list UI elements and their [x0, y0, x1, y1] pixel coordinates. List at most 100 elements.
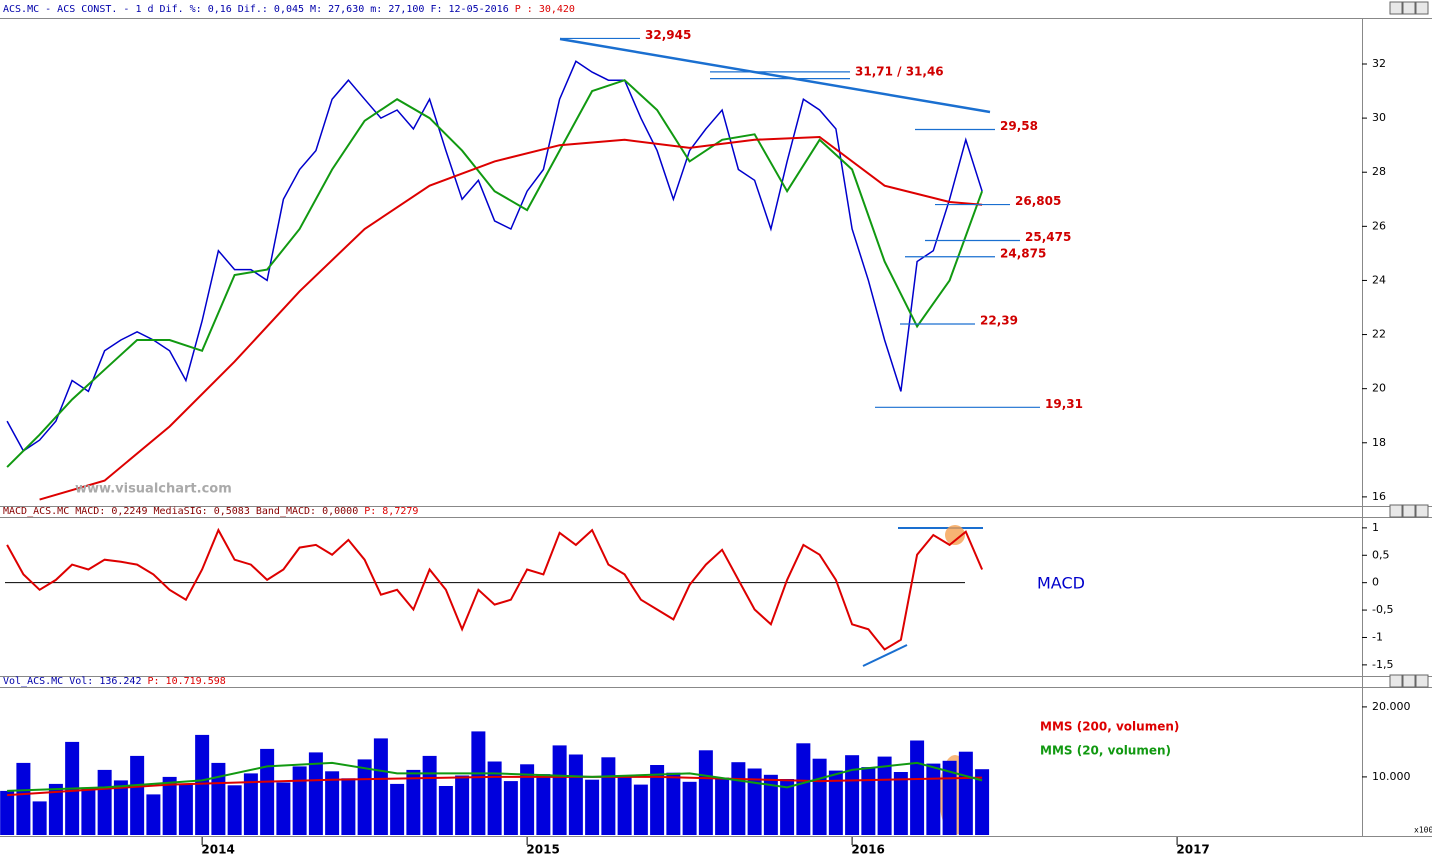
series-line [6, 527, 984, 651]
maximize-button[interactable] [1402, 504, 1416, 518]
y-tick-label: 10.000 [1372, 770, 1411, 783]
y-tick-label: 20 [1372, 382, 1386, 395]
volume-bar [763, 774, 778, 835]
y-tick-label: -1 [1372, 630, 1383, 643]
maximize-button[interactable] [1402, 1, 1416, 15]
volume-bar [617, 776, 632, 835]
level-label: 24,875 [1000, 246, 1046, 260]
maximize-button[interactable] [1402, 674, 1416, 688]
close-button[interactable] [1415, 674, 1429, 688]
volume-bar [341, 778, 356, 835]
volume-bar [780, 779, 795, 835]
series-label: MMS (20, volumen) [1040, 744, 1171, 758]
volume-bar [260, 748, 275, 835]
y-tick-label: 1 [1372, 521, 1379, 534]
volume-bar [682, 781, 697, 835]
volume-bar [698, 750, 713, 835]
series-line [6, 60, 983, 452]
trend-line [559, 37, 991, 114]
x-tick-label: 2017 [1176, 843, 1209, 857]
volume-bar [503, 781, 518, 835]
y-tick-label: 18 [1372, 436, 1386, 449]
panel-value: P : 30,420 [515, 4, 575, 15]
volume-bar [276, 782, 291, 835]
panel-title: MACD_ACS.MC MACD: 0,2249 MediaSIG: 0,508… [3, 506, 358, 517]
volume-bar [195, 734, 210, 835]
y-tick-label: 28 [1372, 165, 1386, 178]
volume-bar [747, 768, 762, 835]
y-tick-label: 0 [1372, 576, 1379, 589]
level-label: 22,39 [980, 313, 1018, 327]
volume-bar [325, 771, 340, 835]
level-label: 19,31 [1045, 397, 1083, 411]
panel-title: Vol_ACS.MC Vol: 136.242 [3, 676, 141, 687]
y-tick-label: 30 [1372, 111, 1386, 124]
volume-bar [48, 783, 63, 835]
plot-area: ACS.MC - ACS CONST. - 1 d Dif. %: 0,16 D… [0, 4, 1432, 857]
series-label: MMS (200, volumen) [1040, 720, 1179, 734]
volume-bar [487, 761, 502, 835]
divergence-line [862, 644, 908, 667]
volume-bar [552, 745, 567, 835]
volume-bar [812, 758, 827, 835]
series-line [7, 761, 983, 792]
volume-bar [975, 769, 990, 835]
level-label: 31,71 / 31,46 [855, 65, 944, 79]
minimize-button[interactable] [1389, 1, 1403, 15]
y-tick-label: 26 [1372, 219, 1386, 232]
series-line [39, 135, 983, 501]
volume-bar [16, 762, 31, 835]
window-buttons [1389, 1, 1429, 688]
volume-bar [130, 755, 145, 835]
volume-bar [146, 794, 161, 835]
y-tick-label: -1,5 [1372, 658, 1393, 671]
x-tick-label: 2014 [201, 843, 234, 857]
volume-bar [958, 751, 973, 835]
volume-bar [162, 776, 177, 835]
volume-bar [0, 790, 15, 835]
volume-bar [715, 777, 730, 835]
volume-bar [845, 755, 860, 835]
volume-bar [406, 769, 421, 835]
level-label: 32,945 [645, 28, 691, 42]
highlight [945, 525, 965, 545]
volume-bar [633, 784, 648, 835]
panel-frames [0, 18, 1432, 837]
volume-bar [568, 754, 583, 835]
x-tick-label: 2016 [851, 843, 884, 857]
y-tick-label: 24 [1372, 273, 1386, 286]
close-button[interactable] [1415, 504, 1429, 518]
close-button[interactable] [1415, 1, 1429, 15]
volume-bar [308, 752, 323, 835]
series-line [7, 775, 983, 797]
volume-bar [32, 801, 47, 835]
minimize-button[interactable] [1389, 504, 1403, 518]
volume-bar [731, 762, 746, 835]
volume-bar [292, 766, 307, 835]
y-tick-label: 16 [1372, 490, 1386, 503]
volume-bar [422, 755, 437, 835]
volume-bar [796, 743, 811, 835]
volume-bar [178, 783, 193, 835]
volume-bar [438, 786, 453, 835]
volume-bar [227, 785, 242, 835]
level-label: 26,805 [1015, 194, 1061, 208]
y-tick-label: 0,5 [1372, 548, 1390, 561]
volume-bar [455, 775, 470, 835]
series-line [6, 79, 984, 468]
x-tick-label: 2015 [526, 843, 559, 857]
volume-bar [650, 765, 665, 835]
volume-bar [81, 787, 96, 835]
volume-bar [357, 759, 372, 835]
volume-bar [113, 780, 128, 835]
minimize-button[interactable] [1389, 674, 1403, 688]
panel-value: P: 10.719.598 [147, 676, 225, 687]
volume-bar [828, 770, 843, 835]
volume-bar [471, 731, 486, 835]
panel-value: P: 8,7279 [364, 506, 418, 517]
unit-label: x100 [1414, 826, 1432, 835]
level-label: 29,58 [1000, 119, 1038, 133]
y-tick-label: 20.000 [1372, 700, 1411, 713]
